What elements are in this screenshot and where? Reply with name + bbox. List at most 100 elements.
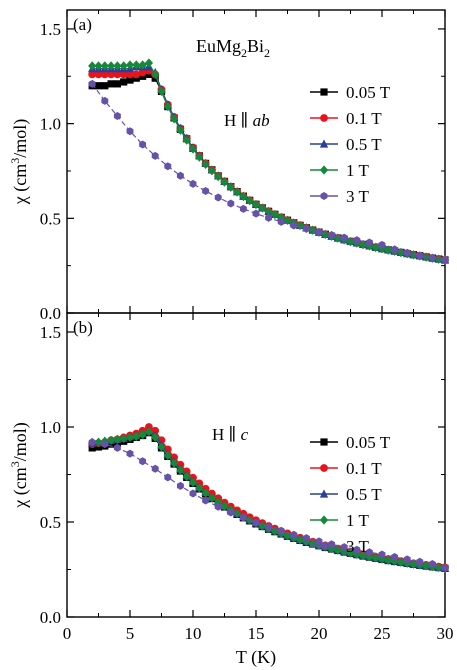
data-point: [302, 534, 310, 543]
data-point: [333, 233, 342, 243]
data-point: [371, 553, 380, 563]
data-point: [126, 127, 134, 136]
legend-marker: [320, 192, 328, 200]
data-point: [120, 78, 128, 86]
data-point: [441, 563, 449, 572]
data-point: [340, 543, 348, 552]
data-point: [164, 473, 172, 482]
data-point: [151, 69, 160, 79]
data-point: [176, 481, 184, 490]
data-point: [365, 552, 374, 562]
data-point: [151, 426, 160, 435]
y-tick-label: 1.5: [40, 323, 61, 342]
series-1T: [88, 427, 450, 573]
data-point: [214, 172, 223, 182]
data-point: [157, 86, 166, 97]
data-point: [434, 562, 443, 573]
data-point: [384, 555, 393, 565]
data-point: [251, 199, 261, 210]
data-point: [328, 230, 336, 239]
data-point: [239, 513, 247, 522]
data-point: [94, 437, 103, 447]
data-point: [101, 440, 109, 449]
data-point: [151, 432, 160, 443]
series-line: [92, 426, 446, 569]
data-point: [182, 135, 191, 145]
data-point: [422, 561, 431, 571]
x-tick-label: 0: [63, 624, 72, 643]
data-point: [239, 204, 247, 213]
legend-marker: [320, 542, 328, 550]
data-point: [416, 557, 424, 566]
series-line: [92, 431, 446, 569]
data-point: [189, 179, 197, 188]
data-point: [252, 518, 260, 527]
data-point: [113, 80, 121, 88]
data-point: [428, 253, 436, 262]
x-tick-label: 10: [185, 624, 202, 643]
legend-label: 1 T: [346, 161, 369, 180]
data-point: [100, 61, 109, 71]
series-0p5T: [88, 62, 450, 264]
data-point: [163, 450, 172, 461]
data-point: [290, 530, 298, 539]
data-point: [239, 191, 248, 202]
data-point: [359, 240, 368, 250]
data-point: [125, 432, 135, 443]
series-line: [92, 73, 446, 261]
data-point: [214, 497, 223, 507]
data-point: [258, 203, 267, 213]
data-point: [214, 502, 222, 511]
legend: 0.05 T 0.1 T 0.5 T 1 T 3 T: [310, 433, 391, 556]
x-tick-label: 5: [126, 624, 135, 643]
data-point: [88, 79, 96, 88]
x-tick-label: 30: [437, 624, 454, 643]
data-point: [416, 251, 424, 260]
y-axis-label: χ (cm3/mol): [8, 119, 31, 205]
series-line: [92, 430, 446, 569]
data-point: [125, 60, 135, 70]
panel-b: 0.0 0.5 1.0 1.5 χ (cm3/mol) (b) H ∥ c 0.05 T 0.1…: [8, 312, 450, 627]
data-point: [182, 471, 191, 482]
data-point: [201, 488, 210, 498]
y-tick-label: 0.5: [40, 209, 61, 228]
x-tick-label: 15: [248, 624, 265, 643]
data-point: [126, 449, 134, 458]
data-point: [333, 545, 342, 555]
series-0p05T: [88, 429, 449, 572]
data-point: [188, 144, 198, 154]
x-axis-label: T (K): [236, 647, 276, 668]
legend-label: 0.1 T: [346, 459, 382, 478]
data-point: [138, 430, 147, 440]
legend-marker: [319, 515, 329, 525]
data-point: [296, 220, 305, 231]
data-point: [113, 70, 122, 79]
data-point: [403, 248, 411, 257]
data-point: [195, 483, 204, 493]
series-0p05T: [88, 70, 449, 264]
data-point: [264, 206, 273, 217]
data-point: [101, 96, 109, 105]
data-point: [138, 60, 147, 70]
data-point: [113, 112, 121, 121]
data-point: [365, 238, 373, 247]
data-point: [227, 199, 235, 208]
data-point: [132, 60, 141, 70]
data-point: [157, 442, 166, 452]
data-point: [391, 245, 399, 254]
data-point: [220, 177, 229, 187]
data-point: [353, 545, 361, 554]
data-point: [226, 182, 235, 192]
plot-frame: [66, 312, 446, 618]
data-point: [113, 61, 122, 71]
legend-marker: [319, 489, 329, 498]
data-point: [365, 548, 373, 557]
data-point: [353, 236, 361, 245]
annotation: H ∥ ab: [224, 111, 270, 130]
data-point: [202, 187, 210, 196]
data-point: [119, 433, 128, 443]
y-tick-label: 1.0: [40, 115, 61, 134]
data-point: [265, 213, 273, 222]
data-point: [139, 457, 147, 466]
data-point: [441, 255, 449, 264]
